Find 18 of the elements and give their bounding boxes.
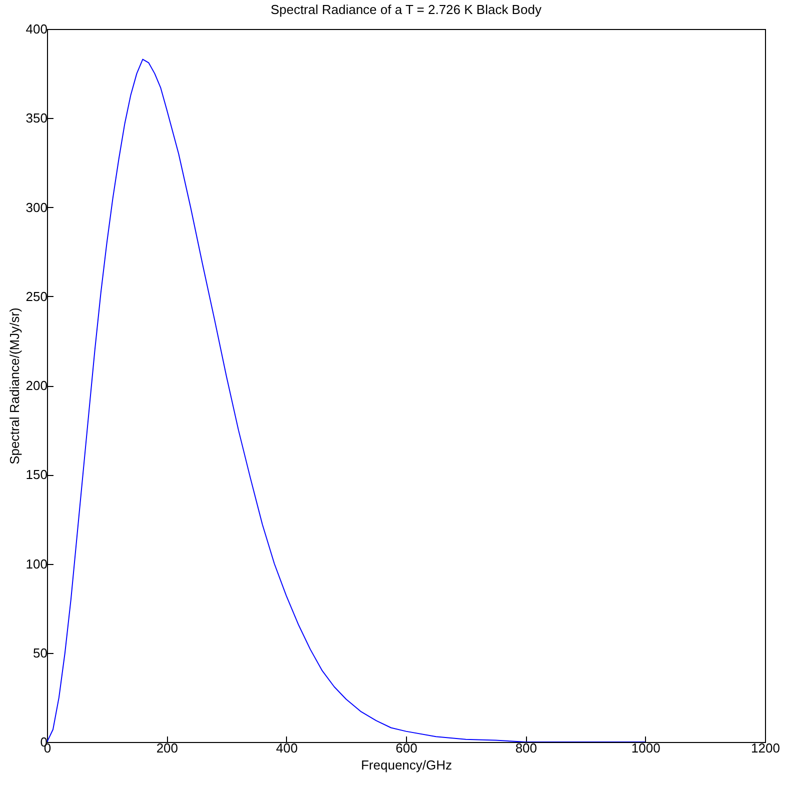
y-axis-title: Spectral Radiance/(MJy/sr) [6,308,22,464]
y-tick-label: 100 [26,556,48,572]
x-tick-label: 600 [396,740,418,756]
y-tick-label: 400 [26,22,48,36]
y-tick-label: 200 [26,378,48,393]
x-tick-label: 1200 [751,740,780,756]
chart-title: Spectral Radiance of a T = 2.726 K Black Body [270,2,542,17]
x-tick-label: 200 [156,740,178,756]
y-tick-label: 250 [26,288,48,304]
line-series [47,58,646,742]
y-tick-label: 300 [26,200,48,215]
y-tick-label: 350 [26,110,48,126]
x-tick-label: 1000 [631,740,660,756]
x-axis-title: Frequency/GHz [360,758,452,772]
y-tick-label: 50 [33,645,48,660]
x-tick-label: 400 [276,740,298,756]
x-tick-label: 800 [515,740,538,756]
y-tick-label: 150 [26,467,48,482]
